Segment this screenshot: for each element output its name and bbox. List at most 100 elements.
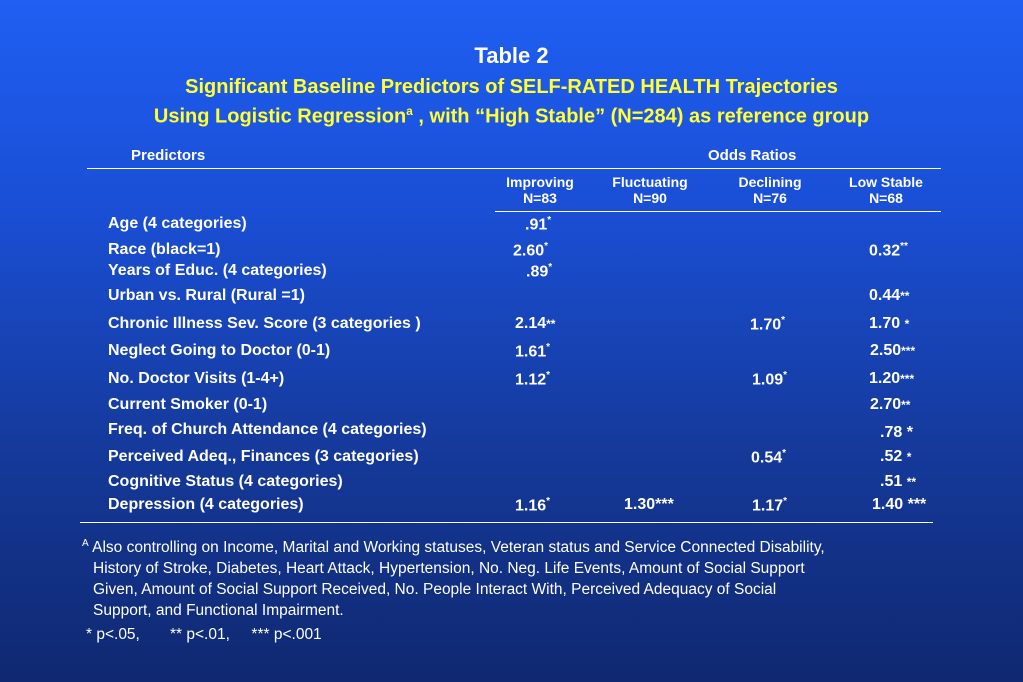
odds-value: 1.12 — [515, 371, 547, 389]
cell-finances-declining: 0.54* — [751, 448, 786, 467]
significance-mark: * — [546, 342, 551, 353]
column-n: N=76 — [753, 190, 787, 206]
row-label-doctor-visits: No. Doctor Visits (1-4+) — [108, 370, 285, 387]
row-label-chronic-illness: Chronic Illness Sev. Score (3 categories… — [108, 315, 421, 332]
footnote-line-3: Given, Amount of Social Support Received… — [93, 581, 777, 599]
row-label-race: Race (black=1) — [108, 241, 221, 258]
column-label: Declining — [738, 174, 802, 190]
footnote-line-4: Support, and Functional Impairment. — [93, 602, 344, 620]
footnote-mark: A — [82, 538, 89, 549]
column-n: N=90 — [633, 190, 667, 206]
significance-mark: *** — [901, 344, 916, 358]
significance-mark: * — [546, 496, 551, 507]
cell-chronic-declining: 1.70* — [750, 315, 785, 334]
significance-mark: * — [548, 262, 553, 273]
cell-age-improving: .91* — [525, 215, 551, 234]
cell-race-improving: 2.60* — [513, 241, 548, 260]
odds-value: .51 — [880, 473, 903, 490]
odds-value: 1.70 — [869, 315, 901, 332]
significance-mark: * — [904, 317, 910, 331]
odds-value: .89 — [526, 263, 549, 281]
significance-mark: * — [781, 315, 786, 326]
odds-value: 0.54 — [751, 449, 783, 467]
column-label: Improving — [506, 174, 574, 190]
header-rule-top — [87, 168, 941, 169]
footnote-line-1: A Also controlling on Income, Marital an… — [82, 533, 825, 558]
significance-mark: ** — [900, 241, 908, 252]
cell-neglect-low-stable: 2.50*** — [870, 342, 915, 360]
cell-visits-low-stable: 1.20*** — [869, 370, 914, 388]
cell-depression-low-stable: 1.40 *** — [872, 496, 926, 514]
footnote: A Also controlling on Income, Marital an… — [82, 533, 825, 621]
significance-mark: * — [544, 241, 549, 252]
significance-mark: * — [782, 448, 787, 459]
odds-value: 2.50 — [870, 342, 902, 359]
odds-value: 1.17 — [752, 497, 784, 515]
cell-finances-low-stable: .52 * — [880, 448, 911, 466]
table-title: Significant Baseline Predictors of SELF-… — [185, 76, 838, 98]
cell-depression-fluctuating: 1.30*** — [624, 496, 674, 514]
odds-ratios-header: Odds Ratios — [708, 147, 797, 164]
row-label-neglect-doctor: Neglect Going to Doctor (0-1) — [108, 342, 331, 359]
subtitle-text: Using Logistic Regression — [153, 105, 407, 128]
significance-mark: *** — [900, 372, 915, 386]
cell-depression-improving: 1.16* — [515, 496, 550, 515]
cell-church-low-stable: .78 * — [880, 424, 913, 442]
significance-mark: * — [547, 215, 552, 226]
odds-value: 1.16 — [515, 497, 547, 515]
column-header-declining: Declining N=76 — [720, 174, 820, 206]
significance-mark: ** — [901, 398, 911, 412]
odds-value: 0.32 — [869, 242, 901, 260]
significance-mark: * — [783, 496, 788, 507]
p-value-legend: * p<.05, ** p<.01, *** p<.001 — [86, 626, 322, 643]
row-label-urban-rural: Urban vs. Rural (Rural =1) — [108, 287, 305, 304]
significance-mark: ** — [900, 289, 910, 303]
table-rule-bottom — [80, 522, 933, 523]
footnote-line-2: History of Stroke, Diabetes, Heart Attac… — [93, 560, 805, 578]
odds-value: 1.40 *** — [872, 496, 927, 513]
row-label-depression: Depression (4 categories) — [108, 496, 304, 513]
cell-neglect-improving: 1.61* — [515, 342, 550, 361]
odds-value: 2.14 — [515, 315, 547, 332]
odds-value: 1.61 — [515, 343, 547, 361]
significance-mark: ** — [546, 317, 556, 331]
cell-visits-improving: 1.12* — [515, 370, 550, 389]
cell-cognitive-low-stable: .51 ** — [880, 473, 916, 491]
significance-mark: * — [906, 450, 912, 464]
row-label-current-smoker: Current Smoker (0-1) — [108, 396, 268, 413]
row-label-age: Age (4 categories) — [108, 215, 247, 232]
cell-smoker-low-stable: 2.70** — [870, 396, 910, 414]
column-header-low-stable: Low Stable N=68 — [836, 174, 936, 206]
row-label-cognitive: Cognitive Status (4 categories) — [108, 473, 343, 490]
odds-value: .52 — [880, 448, 903, 465]
cell-depression-declining: 1.17* — [752, 496, 787, 515]
cell-race-low-stable: 0.32** — [869, 241, 908, 260]
cell-chronic-improving: 2.14** — [515, 315, 555, 333]
significance-mark: * — [783, 370, 788, 381]
row-label-church-attendance: Freq. of Church Attendance (4 categories… — [108, 421, 427, 438]
odds-value: 1.30*** — [624, 496, 674, 513]
odds-value: 1.09 — [752, 371, 784, 389]
column-header-improving: Improving N=83 — [490, 174, 590, 206]
cell-urban-low-stable: 0.44** — [869, 287, 909, 305]
column-n: N=68 — [869, 190, 903, 206]
subtitle-text-rest: , with “High Stable” (N=284) as referenc… — [412, 105, 870, 128]
predictors-header: Predictors — [131, 147, 206, 164]
table-subtitle: Using Logistic Regressiona , with “High … — [0, 104, 1023, 129]
odds-value: 1.20 — [869, 370, 901, 387]
header-rule-bottom — [495, 211, 941, 212]
cell-chronic-low-stable: 1.70 * — [869, 315, 909, 333]
footnote-text: Also controlling on Income, Marital and … — [92, 539, 825, 557]
column-n: N=83 — [523, 190, 557, 206]
subtitle-footnote-mark: a — [406, 104, 413, 118]
column-label: Fluctuating — [612, 174, 688, 190]
row-label-finances: Perceived Adeq., Finances (3 categories) — [108, 448, 419, 465]
odds-value: 2.70 — [870, 396, 902, 413]
cell-visits-declining: 1.09* — [752, 370, 787, 389]
odds-value: 0.44 — [869, 287, 901, 304]
cell-education-improving: .89* — [526, 262, 552, 281]
significance-mark: * — [546, 370, 551, 381]
odds-value: 2.60 — [513, 242, 545, 260]
row-label-education: Years of Educ. (4 categories) — [108, 262, 327, 279]
odds-value: .91 — [525, 216, 548, 234]
